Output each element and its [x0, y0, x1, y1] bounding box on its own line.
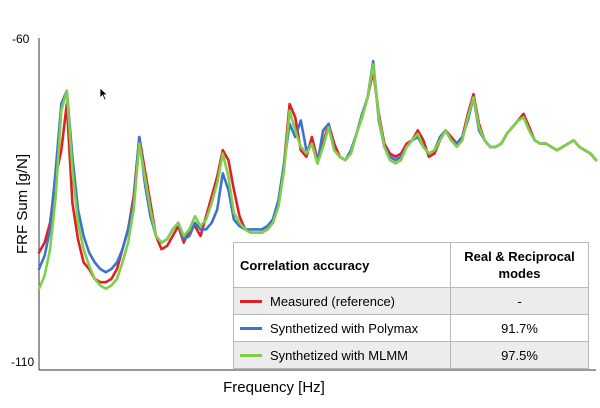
legend-header-label: Correlation accuracy: [233, 242, 451, 288]
legend-value-measured: -: [450, 287, 589, 315]
legend-header-value: Real & Reciprocal modes: [450, 242, 589, 288]
y-axis-label: FRF Sum [g/N]: [14, 154, 31, 254]
legend-swatch-mlmm: [240, 353, 262, 357]
correlation-legend-table: Correlation accuracy Real & Reciprocal m…: [233, 242, 589, 369]
y-tick-label-bottom: -110: [11, 355, 34, 369]
legend-label-measured: Measured (reference): [270, 293, 395, 309]
legend-swatch-measured: [240, 299, 262, 303]
legend-label-polymax: Synthetized with Polymax: [270, 320, 419, 336]
y-tick-label-top: -60: [12, 32, 30, 46]
x-axis-label: Frequency [Hz]: [223, 379, 325, 396]
legend-label-mlmm: Synthetized with MLMM: [270, 347, 408, 363]
legend-swatch-polymax: [240, 326, 262, 330]
series-line-mlmm: [37, 63, 598, 291]
legend-header-row: Correlation accuracy Real & Reciprocal m…: [233, 242, 589, 288]
series-layer: [37, 59, 598, 291]
series-line-polymax: [37, 59, 598, 274]
mouse-pointer-icon: [99, 87, 109, 101]
legend-row-measured: Measured (reference) -: [233, 287, 589, 315]
legend-row-polymax: Synthetized with Polymax 91.7%: [233, 314, 589, 342]
legend-row-mlmm: Synthetized with MLMM 97.5%: [233, 341, 589, 369]
legend-value-polymax: 91.7%: [450, 314, 589, 342]
plot-area: [37, 38, 598, 371]
legend-value-mlmm: 97.5%: [450, 341, 589, 369]
